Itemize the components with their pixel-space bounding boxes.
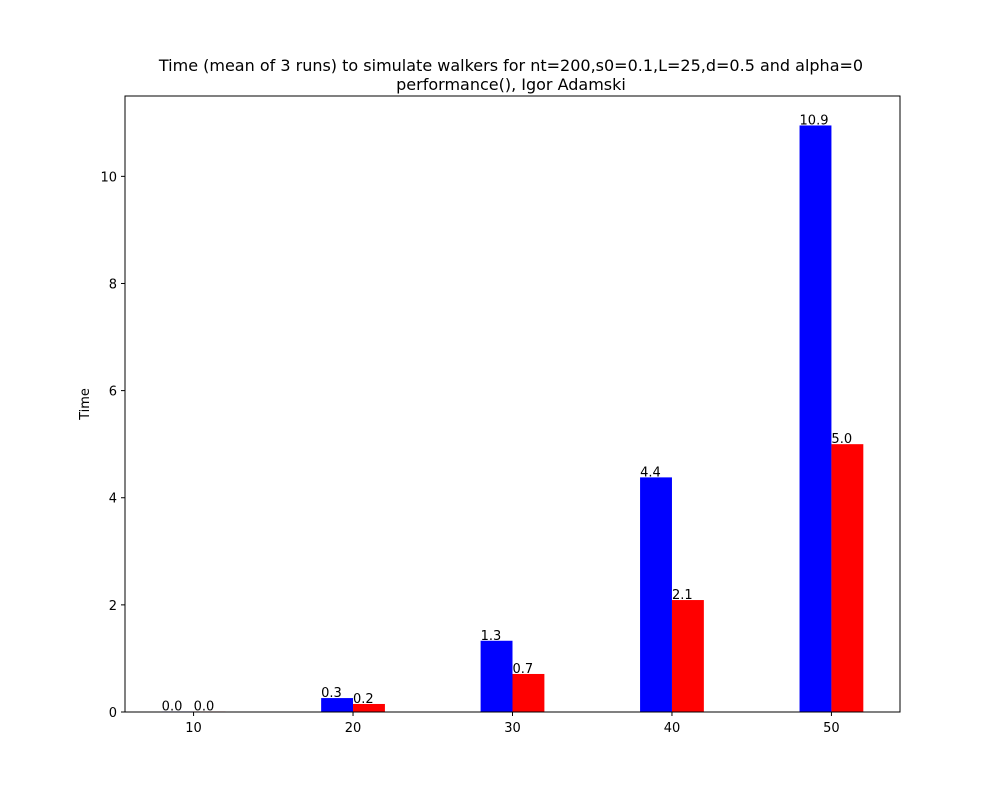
data-label-series1-40: 4.4 bbox=[640, 465, 661, 480]
x-tick-label-10: 10 bbox=[185, 721, 202, 736]
data-label-series1-30: 1.3 bbox=[481, 629, 502, 644]
bar-series2-20 bbox=[353, 703, 385, 712]
bar-series1-20 bbox=[321, 698, 354, 712]
data-label-series2-10: 0.0 bbox=[194, 699, 215, 714]
x-tick-label-20: 20 bbox=[345, 721, 362, 736]
data-label-series2-50: 5.0 bbox=[831, 432, 852, 447]
y-tick-label-2: 2 bbox=[109, 599, 117, 614]
x-tick-label-50: 50 bbox=[823, 721, 840, 736]
y-axis: 0 2 4 6 8 10 bbox=[100, 170, 125, 721]
y-axis-label: Time bbox=[78, 388, 93, 421]
bar-series1-40 bbox=[640, 477, 672, 712]
bars-layer bbox=[161, 125, 864, 712]
bar-series2-30 bbox=[512, 673, 545, 712]
y-tick-label-4: 4 bbox=[109, 492, 117, 507]
y-tick-label-6: 6 bbox=[109, 385, 117, 400]
data-label-series2-30: 0.7 bbox=[513, 662, 534, 677]
data-label-series1-10: 0.0 bbox=[162, 699, 183, 714]
bar-series1-30 bbox=[480, 640, 513, 712]
y-tick-label-10: 10 bbox=[100, 170, 117, 185]
x-tick-label-40: 40 bbox=[664, 721, 681, 736]
data-label-series2-20: 0.2 bbox=[353, 692, 374, 707]
data-label-series2-40: 2.1 bbox=[672, 588, 693, 603]
data-labels-layer: 0.0 0.3 1.3 4.4 10.9 0.0 0.2 0.7 2.1 5.0 bbox=[162, 113, 852, 714]
y-tick-label-8: 8 bbox=[109, 277, 117, 292]
bar-series2-40 bbox=[671, 600, 704, 712]
y-tick-label-0: 0 bbox=[109, 706, 117, 721]
bar-series2-50 bbox=[831, 444, 864, 712]
x-tick-label-30: 30 bbox=[504, 721, 521, 736]
data-label-series1-50: 10.9 bbox=[800, 113, 829, 128]
data-label-series1-20: 0.3 bbox=[321, 686, 342, 701]
chart-title: Time (mean of 3 runs) to simulate walker… bbox=[158, 56, 863, 75]
chart-subtitle: performance(), Igor Adamski bbox=[396, 75, 626, 94]
bar-series1-50 bbox=[799, 125, 832, 712]
x-axis: 10 20 30 40 50 bbox=[185, 712, 840, 736]
